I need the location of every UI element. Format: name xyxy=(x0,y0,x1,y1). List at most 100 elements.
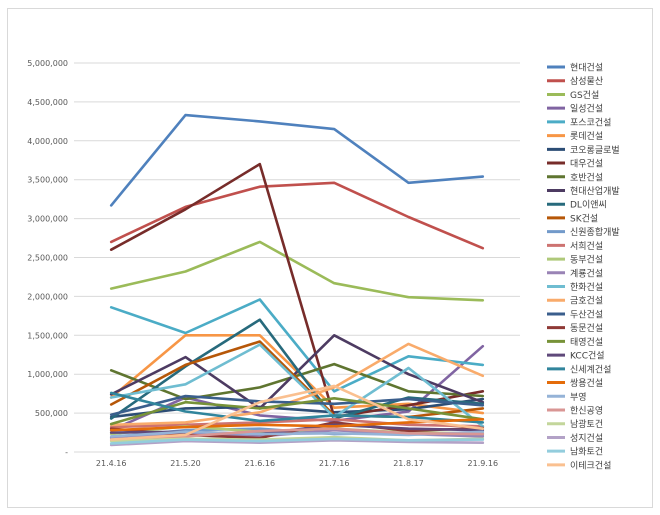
series-line-4 xyxy=(109,298,485,393)
legend-item: SK건설 xyxy=(547,213,598,224)
y-axis-ticks: - 500,000 1,000,000 1,500,000 2,000,000 2,500… xyxy=(27,59,68,457)
legend-label: 서희건설 xyxy=(570,240,603,252)
y-tick-label: 4,000,000 xyxy=(27,137,68,146)
series-line-20 xyxy=(109,396,485,426)
legend-item: DL이앤씨 xyxy=(547,200,607,211)
legend-label: 현대건설 xyxy=(570,63,603,74)
y-tick-label: 3,500,000 xyxy=(27,176,68,185)
series-line-29 xyxy=(109,384,485,441)
legend-item: 남화토건 xyxy=(547,447,603,458)
legend-label: 한신공영 xyxy=(570,406,603,417)
legend-label: 신세계건설 xyxy=(570,363,611,375)
series-line-1 xyxy=(109,181,485,250)
legend-label: 삼성물산 xyxy=(570,76,603,87)
series-line-28 xyxy=(109,437,485,445)
legend-label: 대우건설 xyxy=(570,159,603,170)
legend-label: 남광토건 xyxy=(570,418,603,430)
legend-label: 일성건설 xyxy=(570,104,603,115)
legend-label: GS건설 xyxy=(570,90,599,101)
legend-item: 태영건설 xyxy=(547,337,603,348)
series-line-16 xyxy=(109,343,485,428)
x-tick-label: 21.6.16 xyxy=(245,459,276,468)
legend-label: 이테크건설 xyxy=(570,460,611,471)
series-line-7 xyxy=(109,162,485,419)
y-tick-label: 2,500,000 xyxy=(27,254,68,263)
line-chart: - 500,000 1,000,000 1,500,000 2,000,000 2,500… xyxy=(27,59,620,471)
y-tick-label: 3,000,000 xyxy=(27,215,68,224)
series-line-27 xyxy=(109,438,485,447)
legend-label: 한화건설 xyxy=(570,282,603,293)
legend-label: 롯데건설 xyxy=(570,131,603,142)
x-tick-label: 21.9.16 xyxy=(468,459,499,468)
legend-item: 현대산업개발 xyxy=(547,186,620,197)
series-line-11 xyxy=(109,340,485,419)
x-axis-ticks: 21.4.16 21.5.20 21.6.16 21.7.16 21.8.17 21.9.… xyxy=(96,459,498,468)
legend-item: 일성건설 xyxy=(547,104,603,115)
legend-item: 삼성물산 xyxy=(547,76,603,87)
legend-label: DL이앤씨 xyxy=(570,200,607,211)
legend-item: 현대건설 xyxy=(547,63,603,74)
series-line-8 xyxy=(109,362,485,401)
legend-label: 신원종합개발 xyxy=(570,227,620,238)
x-tick-label: 21.5.20 xyxy=(170,459,201,468)
legend-item: 두산건설 xyxy=(547,309,603,320)
legend-label: 부영 xyxy=(570,392,587,403)
y-tick-label: 5,000,000 xyxy=(27,59,68,68)
y-tick-label: - xyxy=(65,448,68,457)
legend-item: 포스코건설 xyxy=(547,117,611,128)
legend-label: 남화토건 xyxy=(570,447,603,458)
chart-frame: - 500,000 1,000,000 1,500,000 2,000,000 2,500… xyxy=(7,8,653,508)
legend-label: 코오롱글로벌 xyxy=(570,145,620,156)
series-line-13 xyxy=(109,417,485,429)
legend-item: 한신공영 xyxy=(547,406,603,417)
legend-label: SK건설 xyxy=(570,213,598,224)
series-line-6 xyxy=(109,397,485,419)
x-tick-label: 21.7.16 xyxy=(319,459,350,468)
y-tick-label: 1,000,000 xyxy=(27,370,68,379)
legend-label: 쌍용건설 xyxy=(570,378,603,389)
series-line-2 xyxy=(109,240,485,302)
legend-item: 쌍용건설 xyxy=(547,378,603,389)
legend-label: 두산건설 xyxy=(570,309,603,320)
series-line-10 xyxy=(109,318,485,420)
legend-item: KCC건설 xyxy=(547,351,605,362)
series-line-17 xyxy=(109,342,485,427)
legend-label: 동문건설 xyxy=(570,323,603,334)
legend-item: 금호건설 xyxy=(547,296,603,307)
legend-item: 동문건설 xyxy=(547,323,603,334)
legend-item: 신원종합개발 xyxy=(547,227,620,238)
legend-label: 현대산업개발 xyxy=(570,186,620,197)
legend-item: 신세계건설 xyxy=(547,363,611,375)
y-tick-label: 2,000,000 xyxy=(27,292,68,301)
legend-item: 한화건설 xyxy=(547,282,603,293)
legend-item: 코오롱글로벌 xyxy=(547,145,620,156)
legend-label: 계룡건설 xyxy=(570,267,603,279)
legend-label: 금호건설 xyxy=(570,296,603,307)
x-tick-label: 21.8.17 xyxy=(393,459,424,468)
legend-label: 호반건설 xyxy=(570,172,603,183)
series-line-22 xyxy=(109,391,485,424)
legend-label: 동부건설 xyxy=(570,255,603,266)
y-tick-label: 4,500,000 xyxy=(27,98,68,107)
legend-item: 계룡건설 xyxy=(547,267,603,279)
legend-item: 동부건설 xyxy=(547,255,603,266)
legend-item: 롯데건설 xyxy=(547,131,603,142)
legend-label: 포스코건설 xyxy=(570,117,611,128)
legend-item: 대우건설 xyxy=(547,159,603,170)
series-lines xyxy=(109,113,485,447)
y-tick-label: 1,500,000 xyxy=(27,331,68,340)
legend-item: 서희건설 xyxy=(547,240,603,252)
legend-item: GS건설 xyxy=(547,90,599,101)
legend-item: 성지건설 xyxy=(547,433,603,444)
legend-label: 태영건설 xyxy=(570,337,603,348)
legend-item: 호반건설 xyxy=(547,172,603,183)
legend-item: 부영 xyxy=(547,392,587,403)
legend-label: 성지건설 xyxy=(570,433,603,444)
legend-label: KCC건설 xyxy=(570,351,605,362)
series-line-25 xyxy=(109,427,485,442)
legend-item: 남광토건 xyxy=(547,418,603,430)
x-tick-label: 21.4.16 xyxy=(96,459,127,468)
y-tick-label: 500,000 xyxy=(35,409,68,418)
series-line-0 xyxy=(109,113,485,207)
